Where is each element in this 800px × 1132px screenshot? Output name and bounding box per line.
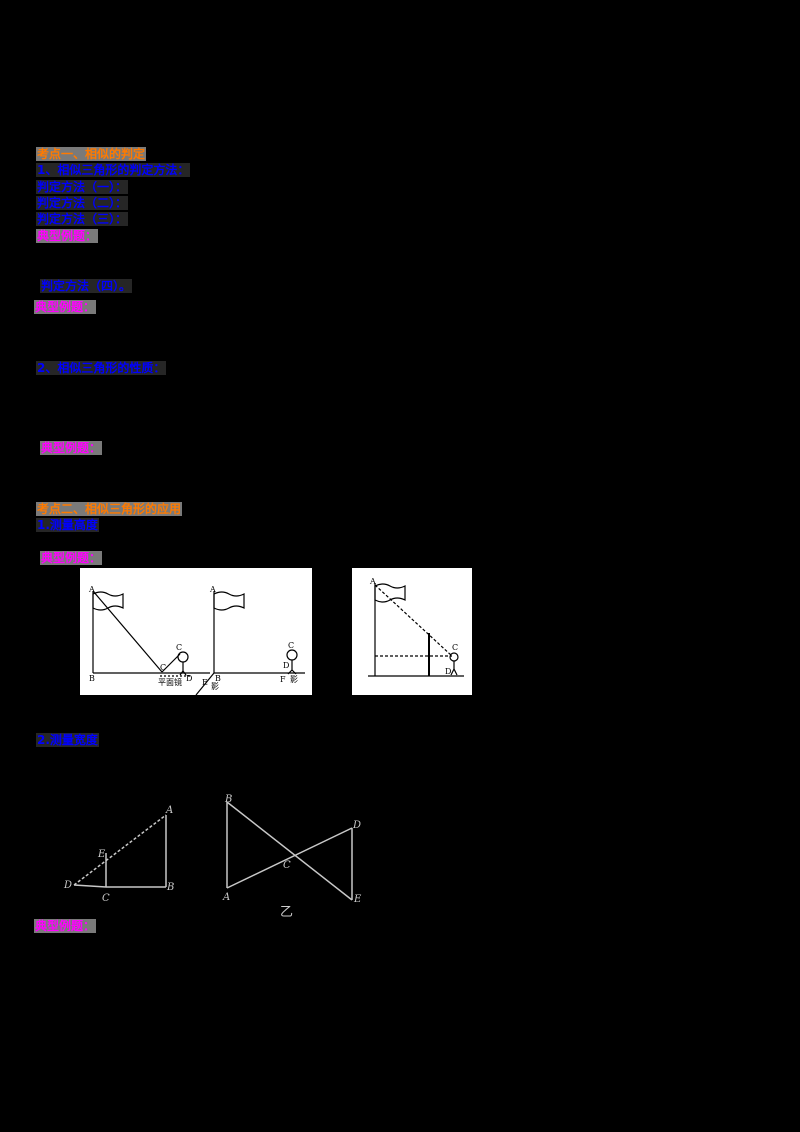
label-D2: D bbox=[283, 661, 289, 670]
label-C-right: C bbox=[283, 860, 291, 871]
method-3: 判定方法（三）： bbox=[36, 212, 129, 226]
method-4: 判定方法（四）。 bbox=[40, 279, 133, 293]
label-D-right: D bbox=[352, 820, 361, 831]
label-B-right: B bbox=[224, 794, 232, 805]
label-D: D bbox=[186, 674, 192, 683]
label-C: C bbox=[176, 643, 182, 652]
label-C-left: C bbox=[102, 893, 110, 904]
label-A-right: A bbox=[222, 892, 230, 903]
section1-item2-title: 2、相似三角形的性质： bbox=[36, 361, 167, 375]
example-label-4: 典型例题： bbox=[40, 551, 103, 565]
example-label-3: 典型例题： bbox=[40, 441, 103, 455]
shadow-label-2: 影 bbox=[290, 674, 298, 684]
label-A-left: A bbox=[165, 805, 173, 816]
label-D3: D bbox=[445, 667, 451, 676]
label-E-left: E bbox=[97, 849, 106, 860]
method-1: 判定方法（一）： bbox=[36, 180, 129, 194]
example-label-2: 典型例题： bbox=[34, 300, 97, 314]
label-D-left: D bbox=[63, 880, 72, 891]
section1-item1-title: 1、相似三角形的判定方法： bbox=[36, 163, 191, 177]
figure-width-left: A B C D E bbox=[60, 795, 190, 925]
label-B-left: B bbox=[166, 882, 174, 893]
section1-heading: 考点一、相似的判定 bbox=[36, 147, 147, 161]
label-E-right: E bbox=[353, 894, 362, 905]
label-B: B bbox=[89, 674, 95, 683]
figure-width-right: B A C D E 乙 bbox=[215, 790, 375, 920]
label-C-mirror: C bbox=[160, 663, 166, 672]
label-F: F bbox=[280, 675, 286, 684]
caption-right: 乙 bbox=[280, 905, 293, 920]
label-A3: A bbox=[369, 577, 376, 586]
example-label-5: 典型例题： bbox=[34, 919, 97, 933]
example-label-1: 典型例题： bbox=[36, 229, 99, 243]
method-2: 判定方法（二）： bbox=[36, 196, 129, 210]
figure-height-pole: A C D bbox=[352, 568, 472, 695]
label-C2: C bbox=[288, 641, 294, 650]
section2-item2-title: 2.测量宽度 bbox=[36, 733, 99, 747]
section2-item1-title: 1.测量高度 bbox=[36, 518, 99, 532]
section2-heading: 考点二、相似三角形的应用 bbox=[36, 502, 183, 516]
figure-height-mirror-shadow: A B C C D 平面镜 A B E 影 C D F 影 bbox=[80, 568, 312, 696]
label-A: A bbox=[88, 585, 95, 594]
label-E: E bbox=[202, 678, 208, 687]
label-B2: B bbox=[215, 674, 221, 683]
label-A2: A bbox=[209, 585, 216, 594]
shadow-label-1: 影 bbox=[211, 681, 219, 691]
mirror-label: 平面镜 bbox=[158, 677, 182, 687]
label-C3: C bbox=[452, 643, 458, 652]
